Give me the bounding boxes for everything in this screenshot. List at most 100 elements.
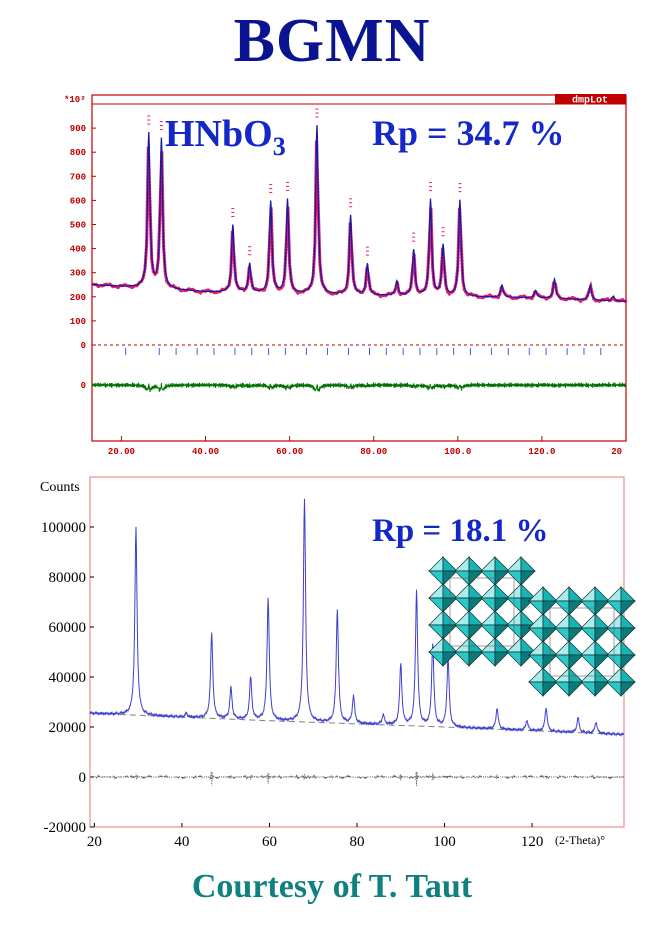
top-y-tick-label: 700 [70, 172, 86, 182]
top-chart-annotation: Rp = 34.7 % [372, 113, 565, 153]
octahedron-face [494, 624, 510, 640]
octahedron-face [542, 586, 558, 602]
octahedron-face [454, 624, 470, 640]
bottom-y-tick-label: 80000 [49, 570, 87, 586]
bottom-x-tick-label: 40 [174, 834, 189, 850]
octahedron-face [480, 610, 496, 626]
octahedron-face [620, 627, 636, 643]
bottom-chart-annotation: Rp = 18.1 % [372, 513, 549, 549]
top-y-tick-label: 200 [70, 293, 86, 303]
unit-cell-outline [549, 607, 615, 677]
octahedron-face [468, 597, 484, 613]
bottom-y-tick-label: 100000 [41, 520, 86, 536]
octahedron-face [568, 681, 584, 697]
octahedron-face [528, 681, 544, 697]
octahedron-face [594, 667, 610, 683]
top-chart-diff-label: 0 [81, 381, 86, 391]
octahedron-face [620, 586, 636, 602]
octahedron-face [480, 597, 496, 613]
octahedron-face [620, 613, 636, 629]
octahedron-face [580, 613, 596, 629]
octahedron-face [620, 640, 636, 656]
octahedron-face [620, 600, 636, 616]
bottom-x-tick-label: 120 [521, 834, 544, 850]
octahedron-face [428, 610, 444, 626]
top-chart-compound: HNbO3 [165, 113, 286, 161]
octahedron-face [480, 556, 496, 572]
octahedron-face [520, 570, 536, 586]
octahedron-face [442, 651, 458, 667]
bottom-x-tick-label: 20 [87, 834, 102, 850]
top-x-tick-label: 20.00 [108, 447, 135, 457]
bottom-y-tick-label: -20000 [44, 820, 87, 836]
octahedron-face [480, 583, 496, 599]
octahedron-face [454, 651, 470, 667]
octahedron-face [554, 640, 570, 656]
octahedron-face [554, 681, 570, 697]
top-y-tick-label: 900 [70, 124, 86, 134]
octahedron-face [494, 597, 510, 613]
page-title: BGMN [233, 7, 431, 75]
octahedron-face [554, 667, 570, 683]
top-chart-difference-series [91, 381, 627, 393]
octahedron-face [568, 613, 584, 629]
octahedron-face [580, 654, 596, 670]
octahedron-face [580, 681, 596, 697]
top-x-tick-label: 80.00 [360, 447, 387, 457]
octahedron-face [468, 610, 484, 626]
octahedron-face [606, 586, 622, 602]
octahedron-face [480, 651, 496, 667]
octahedron-face [594, 627, 610, 643]
octahedron-face [568, 654, 584, 670]
top-x-tick-label: 100.0 [444, 447, 471, 457]
bottom-y-tick-label: 20000 [49, 720, 87, 736]
octahedron-face [428, 556, 444, 572]
top-x-tick-label: 20 [611, 447, 622, 457]
octahedron-face [528, 654, 544, 670]
octahedron-face [494, 556, 510, 572]
octahedron-face [468, 556, 484, 572]
octahedron-face [468, 637, 484, 653]
octahedron-face [580, 667, 596, 683]
octahedron-face [594, 586, 610, 602]
octahedron-face [554, 654, 570, 670]
octahedron-face [428, 624, 444, 640]
bottom-x-tick-label: 60 [262, 834, 277, 850]
octahedron-face [494, 610, 510, 626]
octahedron-face [568, 627, 584, 643]
octahedron-face [620, 681, 636, 697]
octahedron-face [594, 654, 610, 670]
bottom-y-tick-label: 40000 [49, 670, 87, 686]
octahedron-face [428, 651, 444, 667]
top-x-tick-label: 120.0 [528, 447, 555, 457]
footer-credit: Courtesy of T. Taut [191, 868, 473, 905]
octahedron-face [528, 667, 544, 683]
octahedron-face [480, 624, 496, 640]
bottom-x-tick-label: 100 [433, 834, 456, 850]
octahedron-face [528, 600, 544, 616]
octahedron-face [554, 613, 570, 629]
octahedron-face [454, 583, 470, 599]
octahedron-face [620, 654, 636, 670]
octahedron-face [554, 586, 570, 602]
octahedron-face [454, 610, 470, 626]
octahedron-face [542, 681, 558, 697]
octahedron-face [480, 637, 496, 653]
bottom-y-tick-label: 0 [79, 770, 87, 786]
octahedron-face [442, 556, 458, 572]
octahedron-face [494, 583, 510, 599]
top-y-tick-label: 400 [70, 245, 86, 255]
bottom-chart-difference-series [89, 771, 625, 786]
octahedron-face [568, 586, 584, 602]
octahedron-face [580, 586, 596, 602]
octahedron-face [494, 637, 510, 653]
bottom-x-tick-label: 80 [350, 834, 365, 850]
top-chart-scale-label: *10² [64, 95, 86, 105]
top-y-tick-label: 300 [70, 269, 86, 279]
octahedron-face [428, 570, 444, 586]
octahedron-face [594, 640, 610, 656]
top-chart-calculated-series [91, 125, 626, 303]
octahedron-face [520, 610, 536, 626]
